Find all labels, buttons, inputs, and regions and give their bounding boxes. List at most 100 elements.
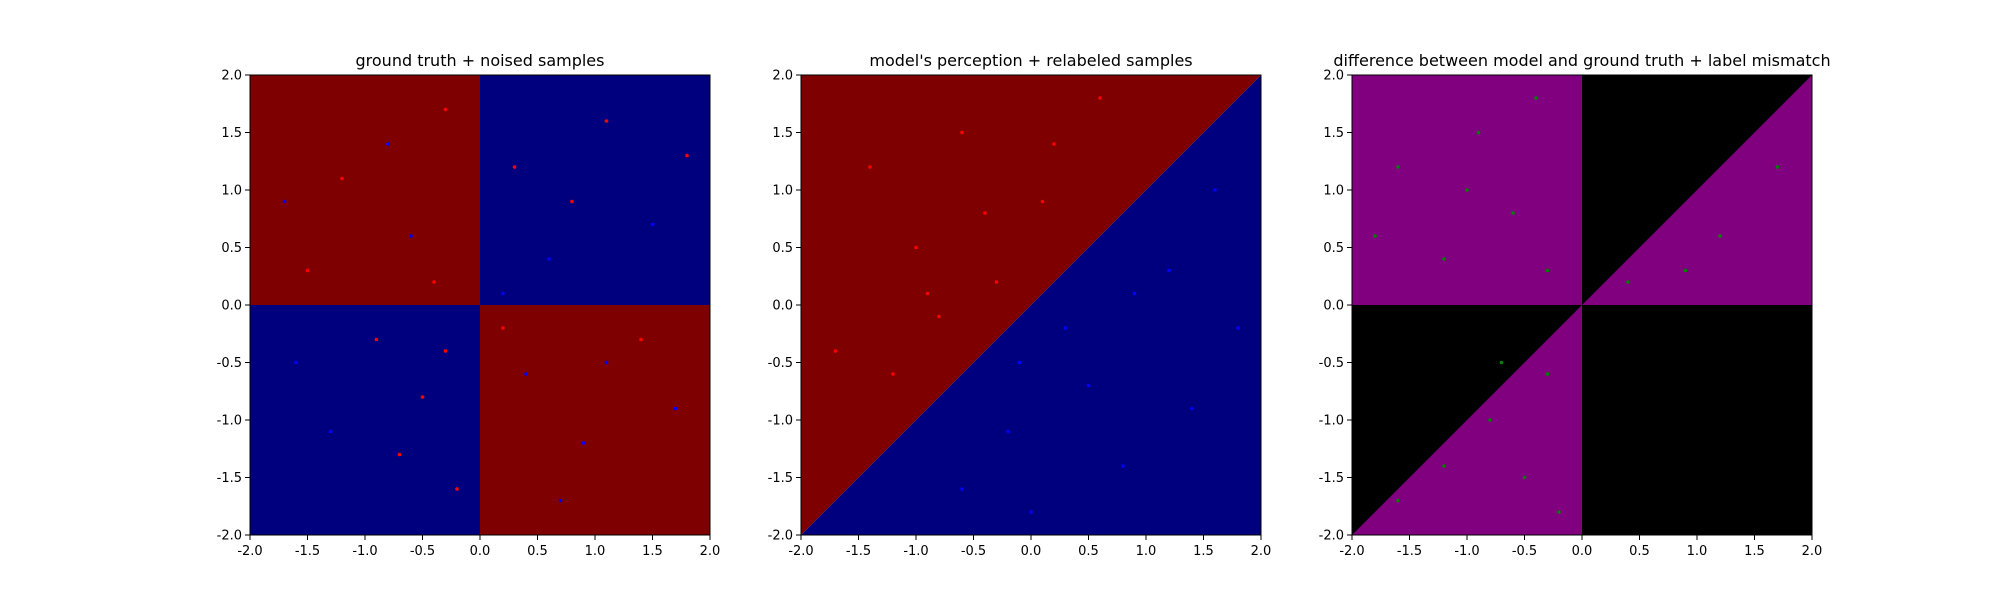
scatter-point (960, 130, 964, 135)
x-tick-label: 0.0 (470, 544, 491, 559)
y-tick-label: 2.0 (1323, 69, 1344, 84)
scatter-point (1132, 291, 1137, 296)
scatter-point (604, 119, 609, 123)
subplot-1-regions (250, 75, 710, 535)
scatter-point (639, 337, 643, 342)
subplot-3-y-axis: -2.0 -1.5 -1.0 -0.5 0.0 0.5 1.0 1.5 2.0 (1319, 69, 1352, 544)
scatter-point (432, 280, 436, 284)
x-tick-label: -0.5 (961, 544, 986, 559)
scatter-point (1052, 142, 1056, 146)
y-tick-label: 0.5 (1323, 241, 1344, 256)
x-tick-label: 1.5 (1193, 544, 1214, 559)
subplot-3-x-axis: -2.0 -1.5 -1.0 -0.5 0.0 0.5 1.0 1.5 2.0 (1339, 535, 1822, 559)
scatter-point (1442, 464, 1446, 468)
subplot-2-points (833, 96, 1240, 514)
x-tick-label: -1.5 (846, 544, 871, 559)
scatter-point (1775, 165, 1780, 169)
x-tick-label: -2.0 (1339, 544, 1364, 559)
scatter-point (937, 314, 941, 319)
scatter-point (994, 280, 999, 284)
subplot-1-points (282, 107, 689, 503)
y-tick-label: 0.5 (221, 241, 242, 256)
y-tick-label: -1.5 (217, 471, 242, 486)
x-tick-label: 1.5 (1744, 544, 1765, 559)
scatter-point (1017, 360, 1022, 365)
scatter-point (1499, 360, 1504, 365)
scatter-point (1373, 234, 1377, 238)
y-tick-label: 2.0 (221, 69, 242, 84)
scatter-point (983, 211, 987, 215)
subplot-2-regions (801, 75, 1261, 535)
x-tick-label: 2.0 (700, 544, 721, 559)
scatter-point (397, 452, 402, 457)
x-tick-label: 0.0 (1021, 544, 1042, 559)
region-mismatch-triangle-right (1582, 75, 1812, 305)
scatter-point (1683, 268, 1688, 273)
scatter-point (1190, 406, 1194, 411)
scatter-point (925, 291, 930, 296)
scatter-point (914, 245, 918, 250)
y-tick-label: 0.0 (221, 299, 242, 314)
y-tick-label: -0.5 (217, 356, 242, 371)
scatter-point (1236, 326, 1240, 330)
y-tick-label: 0.5 (772, 241, 793, 256)
y-tick-label: 2.0 (772, 69, 793, 84)
scatter-point (340, 176, 344, 181)
scatter-point (1476, 130, 1481, 135)
y-tick-label: -0.5 (768, 356, 793, 371)
x-tick-label: -1.5 (295, 544, 320, 559)
y-tick-label: -1.0 (1319, 414, 1344, 429)
x-tick-label: -1.0 (903, 544, 928, 559)
y-tick-label: 1.5 (1323, 126, 1344, 141)
scatter-point (1086, 383, 1091, 388)
y-tick-label: -1.5 (768, 471, 793, 486)
x-tick-label: 1.5 (642, 544, 663, 559)
subplot-3-regions (1352, 75, 1812, 535)
scatter-point (443, 349, 448, 353)
y-tick-label: 1.5 (221, 126, 242, 141)
scatter-point (455, 487, 459, 491)
scatter-point (374, 337, 379, 342)
subplot-3: difference between model and ground trut… (1319, 51, 1831, 559)
y-tick-label: -1.0 (768, 414, 793, 429)
x-tick-label: 0.0 (1572, 544, 1593, 559)
scatter-point (1511, 211, 1515, 215)
region-below-diagonal (801, 75, 1261, 535)
scatter-point (501, 326, 505, 330)
y-tick-label: 1.0 (772, 184, 793, 199)
scatter-point (1442, 257, 1446, 261)
y-tick-label: 1.0 (221, 184, 242, 199)
region-bottom-right (480, 305, 710, 535)
scatter-point (512, 165, 517, 169)
subplot-2-x-axis: -2.0 -1.5 -1.0 -0.5 0.0 0.5 1.0 1.5 2.0 (788, 535, 1271, 559)
y-tick-label: 1.0 (1323, 184, 1344, 199)
x-tick-label: -2.0 (788, 544, 813, 559)
scatter-point (558, 498, 563, 503)
scatter-point (386, 142, 390, 146)
scatter-point (570, 199, 574, 204)
scatter-point (1396, 165, 1400, 169)
scatter-point (604, 360, 609, 365)
scatter-point (294, 360, 298, 365)
scatter-point (891, 372, 895, 376)
subplot-2: model's perception + relabeled samples -… (768, 51, 1272, 559)
scatter-point (1040, 199, 1045, 204)
scatter-point (833, 349, 838, 353)
subplot-3-points (1373, 96, 1780, 514)
scatter-point (1098, 96, 1102, 100)
scatter-point (1557, 510, 1561, 514)
scatter-point (673, 406, 678, 411)
x-tick-label: -1.0 (352, 544, 377, 559)
scatter-point (1545, 268, 1550, 273)
y-tick-label: 1.5 (772, 126, 793, 141)
scatter-point (1213, 188, 1217, 192)
scatter-point (960, 487, 964, 491)
scatter-point (420, 395, 425, 399)
x-tick-label: 1.0 (585, 544, 606, 559)
subplot-1-y-axis: -2.0 -1.5 -1.0 -0.5 0.0 0.5 1.0 1.5 2.0 (217, 69, 250, 544)
scatter-point (328, 429, 333, 434)
scatter-point (868, 165, 872, 169)
scatter-point (305, 268, 310, 273)
x-tick-label: -1.5 (1397, 544, 1422, 559)
